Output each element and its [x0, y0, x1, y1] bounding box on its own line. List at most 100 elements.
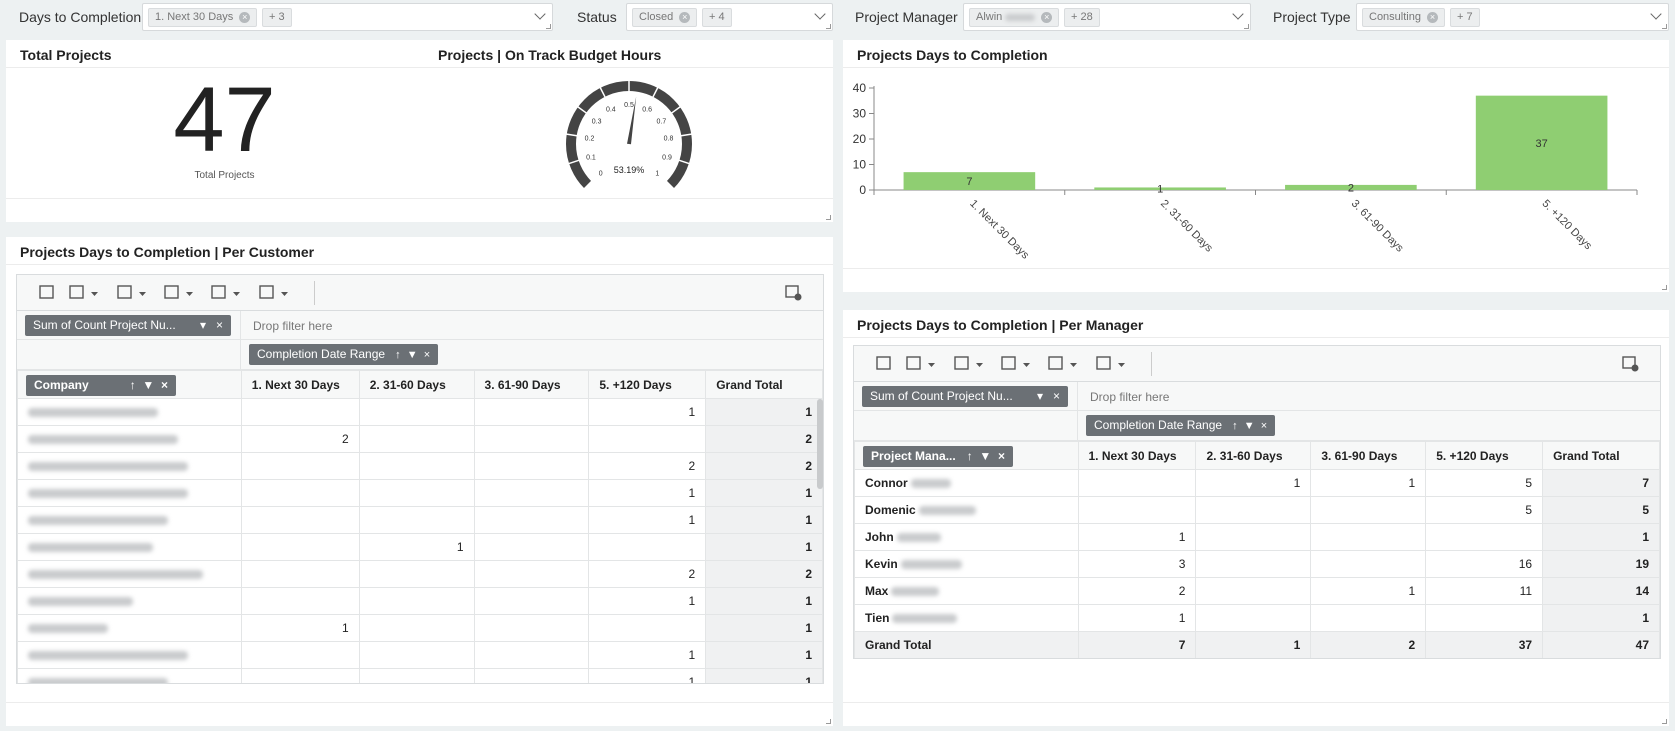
header-row: Company ↑ ▼ × 1. Next 30 Days 2. 31-60 Days… — [17, 370, 823, 399]
toolbar-icon — [906, 356, 921, 370]
filter-more-text: + 3 — [269, 11, 285, 23]
filter-chip[interactable]: 1. Next 30 Days × — [148, 8, 258, 27]
value-cell — [1195, 577, 1312, 605]
toolbar-button[interactable] — [117, 284, 153, 302]
toolbar-button[interactable] — [876, 355, 892, 373]
dropdown-caret — [91, 292, 98, 296]
value-cell — [1195, 604, 1312, 632]
row-field-chip[interactable]: Company ↑ ▼ × — [26, 375, 176, 396]
row-name: Tien — [865, 611, 890, 625]
panel-footer — [6, 198, 443, 222]
chip-remove[interactable]: × — [1041, 12, 1053, 23]
gauge-tick-label: 0.8 — [664, 136, 674, 143]
column-header[interactable]: 5. +120 Days — [1425, 441, 1544, 470]
value-cell: 37 — [1425, 631, 1544, 658]
column-header[interactable]: Grand Total — [705, 370, 823, 399]
toolbar-button[interactable] — [1048, 355, 1084, 373]
row-field-chip[interactable]: Project Mana... ↑ ▼ × — [863, 446, 1013, 467]
value-cell: 1 — [588, 398, 707, 426]
column-header[interactable]: Grand Total — [1542, 441, 1660, 470]
resize-handle[interactable] — [1662, 719, 1667, 724]
column-header[interactable]: 5. +120 Days — [588, 370, 707, 399]
resize-handle[interactable] — [1662, 285, 1667, 290]
gauge-tick-label: 1 — [655, 170, 659, 177]
resize-handle[interactable] — [826, 719, 831, 724]
gauge-tick — [565, 133, 578, 137]
toolbar-button[interactable] — [785, 284, 803, 302]
filter-select[interactable]: Alwin × + 28 — [963, 3, 1251, 31]
filter-select[interactable]: Closed × + 4 — [626, 3, 833, 31]
gauge-tick-label: 0.9 — [662, 154, 672, 161]
value-cell — [358, 425, 475, 453]
chip-remove[interactable]: × — [679, 12, 691, 23]
toolbar-button[interactable] — [211, 284, 247, 302]
chip-icons[interactable]: ↑ ▼ × — [966, 449, 1005, 463]
column-field-chip[interactable]: Completion Date Range ↑ ▼ × — [1086, 415, 1276, 436]
column-header[interactable]: 1. Next 30 Days — [240, 370, 360, 399]
value-field-chip[interactable]: Sum of Count Project Nu... ▾ × — [25, 315, 231, 336]
filter-chip[interactable]: Closed × — [632, 8, 698, 27]
toolbar-button[interactable] — [1096, 355, 1132, 373]
resize-handle[interactable] — [826, 215, 831, 220]
value-cell: 7 — [1542, 469, 1660, 497]
column-header[interactable]: 1. Next 30 Days — [1077, 441, 1197, 470]
chip-icons[interactable]: ↑ ▼ × — [1232, 420, 1268, 432]
value-cell — [473, 560, 590, 588]
dropdown-caret — [1023, 363, 1030, 367]
toolbar-button[interactable] — [39, 284, 55, 302]
row-header — [17, 587, 242, 615]
filter-chip[interactable]: Consulting × — [1362, 8, 1445, 27]
filter-select[interactable]: Consulting × + 7 — [1356, 3, 1669, 31]
filter-more-text: + 7 — [1457, 11, 1473, 23]
chip-text: Project Mana... — [871, 449, 956, 463]
value-cell: 3 — [1077, 550, 1197, 578]
row-header — [17, 398, 242, 426]
chip-icons[interactable]: ↑ ▼ × — [129, 378, 168, 392]
toolbar-button[interactable] — [164, 284, 200, 302]
toolbar-icon — [1631, 364, 1639, 372]
panel-title: Projects Days to Completion | Per Custom… — [6, 237, 833, 265]
chip-remove[interactable]: × — [239, 12, 251, 23]
column-header[interactable]: 2. 31-60 Days — [1195, 441, 1312, 470]
value-cell — [358, 560, 475, 588]
toolbar-button[interactable] — [69, 284, 105, 302]
value-cell: 1 — [1077, 523, 1197, 551]
redacted-name — [28, 408, 158, 418]
chip-icons[interactable]: ↑ ▼ × — [395, 349, 431, 361]
column-header[interactable]: 3. 61-90 Days — [473, 370, 590, 399]
value-cell — [358, 398, 475, 426]
pivot-grid: Sum of Count Project Nu... ▾ × Drop filter… — [16, 274, 824, 684]
tbody: Connor 1 1 5 7 Domenic 5 5 John 1 1 Kevin 3 16 19 Max 2 1… — [854, 469, 1660, 658]
toolbar-button[interactable] — [1622, 355, 1640, 373]
chip-icons[interactable]: ▾ × — [199, 318, 223, 332]
filter-more-text: + 28 — [1071, 11, 1093, 23]
row-header: Domenic — [854, 496, 1079, 524]
value-cell — [473, 425, 590, 453]
chip-icons[interactable]: ▾ × — [1036, 389, 1060, 403]
filter-chip[interactable]: Alwin × — [969, 8, 1060, 27]
value-field-chip[interactable]: Sum of Count Project Nu... ▾ × — [862, 386, 1068, 407]
column-field-chip[interactable]: Completion Date Range ↑ ▼ × — [249, 344, 439, 365]
pivot-toolbar — [17, 275, 823, 311]
column-header[interactable]: 2. 31-60 Days — [358, 370, 475, 399]
row-field-header: Project Mana... ↑ ▼ × — [854, 441, 1079, 470]
row-field-header: Company ↑ ▼ × — [17, 370, 242, 399]
pivot-column-row: Completion Date Range ↑ ▼ × — [854, 411, 1660, 441]
toolbar-icon — [794, 293, 802, 301]
column-header[interactable]: 3. 61-90 Days — [1310, 441, 1427, 470]
value-cell — [240, 560, 360, 588]
filter-select[interactable]: 1. Next 30 Days × + 3 — [142, 3, 553, 31]
chip-remove[interactable]: × — [1426, 12, 1438, 23]
toolbar-button[interactable] — [259, 284, 295, 302]
row-header — [17, 560, 242, 588]
toolbar-button[interactable] — [1001, 355, 1037, 373]
gauge-tick — [678, 159, 691, 165]
gauge-tick — [651, 86, 659, 99]
toolbar-button[interactable] — [906, 355, 942, 373]
value-cell: 1 — [588, 668, 707, 683]
toolbar-button[interactable] — [954, 355, 990, 373]
chip-text: Company — [34, 378, 89, 392]
row-name: Max — [865, 584, 889, 598]
bar — [1475, 95, 1608, 190]
y-tick-label: 10 — [853, 158, 867, 172]
